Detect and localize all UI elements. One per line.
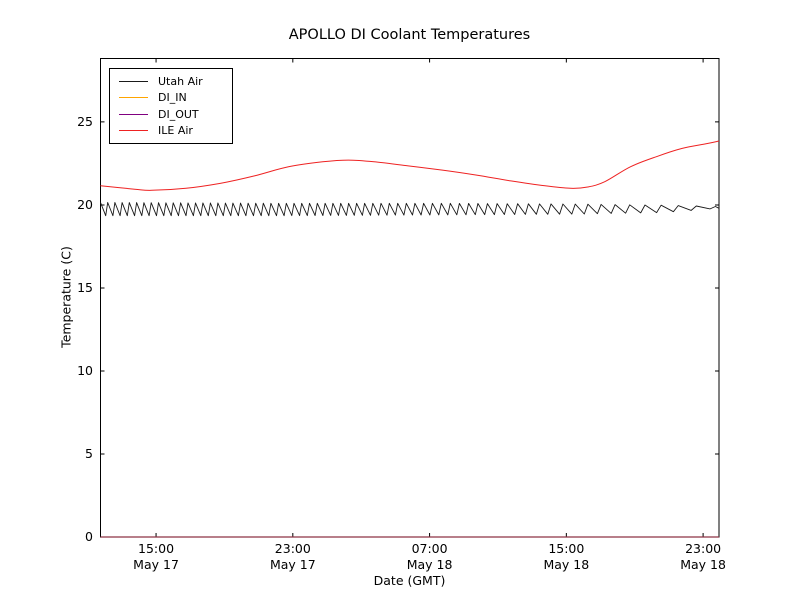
legend-line-swatch (119, 97, 148, 99)
legend: Utah Air DI_IN DI_OUT ILE Air (109, 68, 233, 144)
x-tick-label: 07:00 May 18 (375, 541, 485, 573)
series-line-utah-air (100, 202, 720, 217)
legend-label: Utah Air (158, 74, 203, 88)
y-tick-label: 0 (85, 529, 93, 544)
x-tick-date: May 18 (680, 557, 726, 572)
x-tick-label: 23:00 May 18 (648, 541, 758, 573)
y-axis-label: Temperature (C) (58, 246, 74, 348)
axis-ticks (100, 58, 719, 538)
series-line-ile-air (100, 140, 720, 191)
legend-label: ILE Air (158, 124, 193, 138)
x-tick-label: 23:00 May 17 (238, 541, 348, 573)
legend-line-swatch (119, 80, 148, 82)
x-tick-date: May 18 (406, 557, 453, 572)
x-tick-label: 15:00 May 17 (101, 541, 211, 573)
x-tick-label: 15:00 May 18 (511, 541, 621, 573)
legend-item: Utah Air (110, 73, 232, 90)
legend-line-swatch (119, 113, 148, 115)
x-tick-time: 15:00 (138, 541, 175, 556)
chart-title: APOLLO DI Coolant Temperatures (288, 27, 531, 43)
x-tick-date: May 17 (269, 557, 316, 572)
x-tick-date: May 18 (543, 557, 590, 572)
x-tick-date: May 17 (133, 557, 179, 572)
y-tick-label: 15 (77, 279, 93, 295)
x-tick-time: 07:00 (411, 541, 448, 556)
y-tick-label: 5 (85, 445, 93, 461)
legend-label: DI_OUT (158, 107, 199, 121)
y-tick-label: 20 (77, 196, 93, 212)
y-tick-label: 25 (77, 113, 93, 129)
x-tick-time: 23:00 (685, 541, 722, 556)
y-tick-label: 10 (77, 362, 93, 378)
legend-label: DI_IN (158, 91, 187, 105)
x-tick-time: 15:00 (548, 541, 585, 556)
legend-line-swatch (119, 130, 148, 132)
legend-item: DI_OUT (110, 106, 232, 123)
x-axis-label: Date (GMT) (373, 573, 446, 588)
x-tick-time: 23:00 (274, 541, 311, 556)
legend-item: ILE Air (110, 123, 232, 140)
legend-item: DI_IN (110, 90, 232, 107)
